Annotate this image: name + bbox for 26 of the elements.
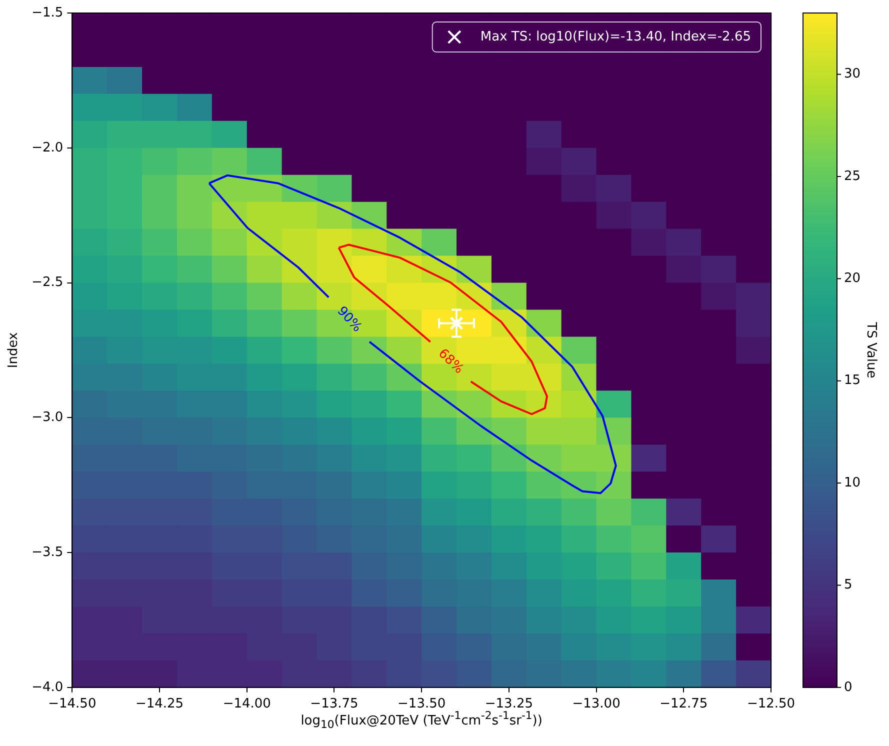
y-tick-label: −2.5 bbox=[32, 275, 64, 290]
text: log$_{10}$(Flux@20TeV (TeV$^{-1}$cm$^{-2}$s$^{-1}$sr$^{-1}$)) bbox=[300, 709, 542, 732]
x-tick-label: −13.75 bbox=[310, 696, 358, 712]
color-bar-label: 15 bbox=[844, 373, 861, 388]
color-bar-label: 25 bbox=[844, 168, 861, 184]
x-tick-label: −13.50 bbox=[398, 696, 446, 712]
x-tick-label: −14.50 bbox=[48, 696, 96, 712]
legend-label: Max TS: log10(Flux)=-13.40, Index=-2.65 bbox=[480, 29, 752, 44]
x-tick-label: −12.50 bbox=[746, 696, 796, 712]
color-bar-title: TS Value bbox=[864, 321, 879, 378]
color-bar-label: 5 bbox=[844, 578, 852, 593]
color-bar-label: 0 bbox=[844, 680, 852, 695]
y-tick-label: −1.5 bbox=[32, 5, 64, 20]
x-tick-label: −13.25 bbox=[484, 696, 533, 712]
color-bar-label: 10 bbox=[844, 475, 861, 490]
color-bar-label: 30 bbox=[844, 66, 861, 82]
y-tick-label: −4.0 bbox=[32, 680, 64, 695]
y-axis-title: Index bbox=[6, 332, 22, 368]
x-tick-label: −14.00 bbox=[222, 696, 271, 712]
y-tick-label: −2.0 bbox=[32, 140, 64, 156]
color-bar-label: 20 bbox=[844, 271, 861, 286]
x-tick-label: −12.75 bbox=[660, 696, 708, 712]
x-tick-label: −14.25 bbox=[135, 696, 184, 712]
x-tick-label: −13.00 bbox=[572, 696, 620, 712]
y-tick-label: −3.5 bbox=[32, 544, 64, 560]
y-tick-label: −3.0 bbox=[32, 410, 64, 426]
